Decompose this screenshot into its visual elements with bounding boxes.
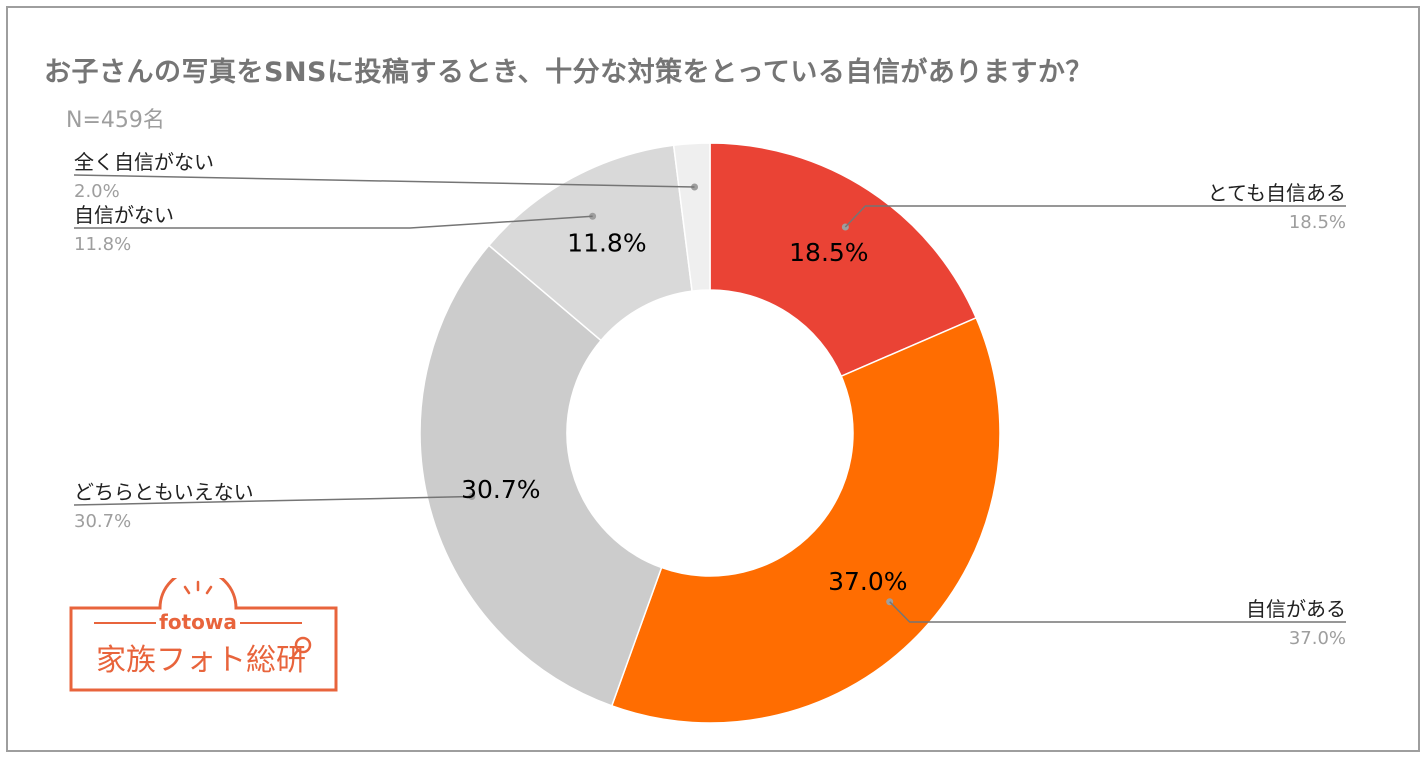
label-pct-confident: 37.0% (1289, 628, 1346, 649)
slice-value-label-confident: 37.0% (828, 567, 907, 596)
slice-confident (610, 316, 1001, 724)
leader-line-not-confident (74, 215, 593, 229)
slice-not-at-all-confident (672, 142, 711, 292)
logo-badge-shape (69, 578, 338, 692)
chart-subtitle: N=459名 (66, 108, 165, 133)
fotowa-logo: fotowa 家族フォト総研 (69, 578, 338, 692)
labels-group: 18.5% とても自信ある 18.5% 37.0% 自信がある 37.0% 30.7% どちら… (74, 150, 1346, 649)
slice-not-confident (487, 144, 693, 342)
logo-brand: fotowa (159, 610, 237, 634)
logo-name: 家族フォト総研 (96, 643, 306, 678)
leader-line-not-at-all-confident (73, 174, 695, 188)
magnifier-icon (291, 636, 312, 659)
label-pct-neutral: 30.7% (74, 511, 131, 532)
slice-value-label-not-confident: 11.8% (567, 229, 646, 258)
slice-neutral (419, 244, 663, 707)
label-name-not-confident: 自信がない (74, 203, 174, 227)
label-pct-not-confident: 11.8% (74, 234, 131, 255)
label-name-not-at-all-confident: 全く自信がない (74, 150, 214, 174)
sparkle-icon (183, 580, 213, 595)
slices-group (419, 142, 1001, 724)
label-name-neutral: どちらともいえない (74, 480, 254, 504)
leader-line-very-confident (844, 205, 1346, 228)
slice-value-label-very-confident: 18.5% (789, 238, 868, 267)
leader-lines-group (73, 174, 1346, 623)
leader-line-neutral (73, 495, 472, 506)
label-pct-very-confident: 18.5% (1289, 212, 1346, 233)
label-pct-not-at-all-confident: 2.0% (74, 181, 120, 202)
slice-very-confident (709, 142, 978, 378)
label-name-confident: 自信がある (1246, 597, 1346, 621)
leader-line-confident (889, 601, 1346, 623)
slice-value-label-neutral: 30.7% (461, 475, 540, 504)
chart-title: お子さんの写真をSNSに投稿するとき、十分な対策をとっている自信がありますか？ (44, 57, 1093, 88)
label-name-very-confident: とても自信ある (1208, 181, 1346, 205)
